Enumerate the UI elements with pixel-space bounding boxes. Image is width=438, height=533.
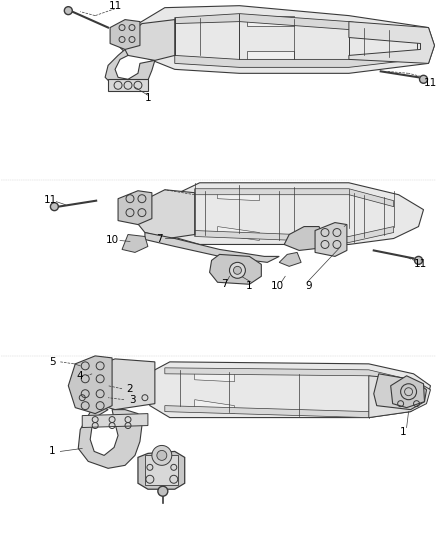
Polygon shape	[194, 400, 234, 414]
Polygon shape	[105, 50, 155, 87]
Polygon shape	[374, 374, 427, 410]
Polygon shape	[175, 14, 417, 37]
Text: 11: 11	[414, 260, 427, 269]
Polygon shape	[175, 53, 417, 67]
Polygon shape	[165, 403, 410, 417]
Text: 11: 11	[44, 195, 57, 205]
Polygon shape	[247, 52, 294, 61]
Polygon shape	[194, 189, 394, 207]
Polygon shape	[88, 359, 155, 410]
Polygon shape	[165, 368, 410, 386]
Polygon shape	[145, 232, 279, 262]
Text: 1: 1	[400, 426, 407, 437]
Polygon shape	[210, 254, 261, 284]
Circle shape	[414, 256, 423, 264]
Text: 7: 7	[221, 279, 228, 289]
Text: 10: 10	[106, 236, 119, 246]
Polygon shape	[122, 235, 148, 253]
Polygon shape	[194, 227, 394, 243]
Circle shape	[157, 450, 167, 461]
Circle shape	[50, 203, 58, 211]
Text: 1: 1	[246, 281, 253, 291]
Text: 7: 7	[156, 235, 163, 245]
Text: 9: 9	[306, 281, 312, 291]
Polygon shape	[145, 362, 431, 417]
Polygon shape	[315, 223, 347, 256]
Circle shape	[420, 75, 427, 83]
Circle shape	[233, 266, 241, 274]
Text: 11: 11	[109, 1, 122, 11]
Polygon shape	[110, 20, 140, 50]
Polygon shape	[247, 15, 294, 26]
Circle shape	[230, 262, 245, 278]
Polygon shape	[349, 22, 434, 63]
Text: 10: 10	[271, 281, 284, 291]
Text: 1: 1	[145, 93, 151, 103]
Polygon shape	[194, 372, 234, 382]
Polygon shape	[279, 253, 301, 266]
Text: 3: 3	[129, 394, 135, 405]
Text: 5: 5	[49, 357, 56, 367]
Text: 1: 1	[49, 447, 56, 456]
Polygon shape	[118, 191, 152, 224]
Polygon shape	[391, 376, 424, 408]
Polygon shape	[78, 403, 142, 469]
Polygon shape	[68, 356, 112, 414]
Polygon shape	[369, 376, 431, 417]
Circle shape	[64, 7, 72, 14]
Polygon shape	[118, 20, 175, 60]
Polygon shape	[284, 227, 324, 251]
Text: 4: 4	[77, 371, 84, 381]
Polygon shape	[108, 79, 148, 91]
Circle shape	[152, 446, 172, 465]
Polygon shape	[138, 451, 185, 489]
Polygon shape	[145, 455, 178, 485]
Polygon shape	[132, 190, 194, 238]
Text: 2: 2	[127, 384, 133, 394]
Polygon shape	[218, 191, 259, 201]
Circle shape	[158, 486, 168, 496]
Polygon shape	[155, 183, 424, 245]
Text: 11: 11	[424, 78, 437, 88]
Polygon shape	[218, 227, 259, 240]
Polygon shape	[82, 414, 148, 427]
Polygon shape	[135, 6, 434, 74]
